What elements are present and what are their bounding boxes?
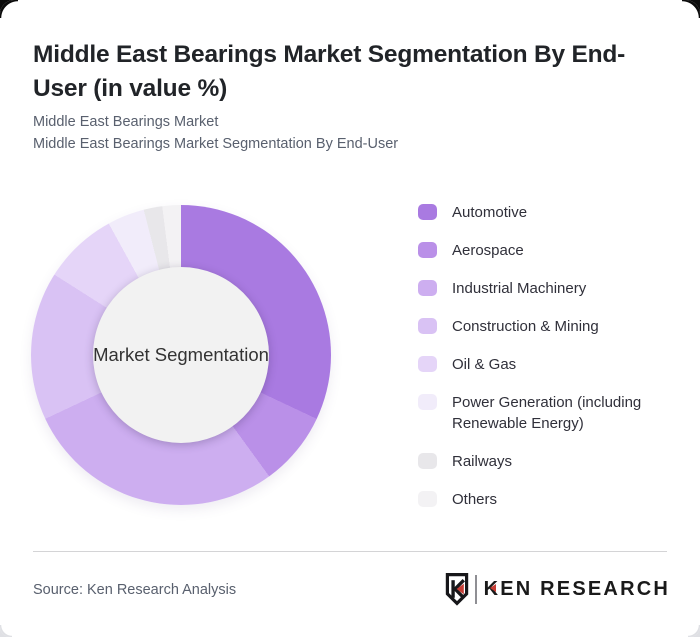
logo-letter-k: K xyxy=(483,577,501,600)
legend-label: Others xyxy=(452,491,498,508)
legend-item: Power Generation (including Renewable En… xyxy=(418,392,674,434)
footer-divider xyxy=(33,551,667,552)
legend-label: Oil & Gas xyxy=(452,356,517,373)
legend-label: Aerospace xyxy=(452,242,524,259)
legend-item: Oil & Gas xyxy=(418,354,674,375)
rounded-corner-mask xyxy=(0,0,18,18)
legend-label: Construction & Mining xyxy=(452,318,599,335)
legend-swatch xyxy=(418,394,437,410)
logo-wordmark: KEN RESEARCH xyxy=(484,578,670,601)
rounded-corner-mask xyxy=(682,0,700,18)
donut-center-label: Market Segmentation xyxy=(93,344,269,365)
subtitle-line-2: Middle East Bearings Market Segmentation… xyxy=(33,135,399,152)
rounded-corner-mask xyxy=(0,625,12,637)
logo-wordmark-rest: EN RESEARCH xyxy=(500,577,670,600)
donut-center: Market Segmentation xyxy=(93,267,269,443)
ken-research-shield-icon xyxy=(445,573,468,606)
chart-title: Middle East Bearings Market Segmentation… xyxy=(33,41,626,102)
legend-label: Industrial Machinery xyxy=(452,280,587,297)
logo-divider-bar xyxy=(474,574,477,604)
legend-item: Construction & Mining xyxy=(418,316,674,337)
legend-swatch xyxy=(418,491,437,507)
legend-item: Aerospace xyxy=(418,240,674,261)
legend-item: Automotive xyxy=(418,202,674,223)
donut-chart: Market Segmentation xyxy=(31,205,331,505)
legend-swatch xyxy=(418,280,437,296)
legend-swatch xyxy=(418,204,437,220)
legend-swatch xyxy=(418,453,437,469)
ken-research-logo: KEN RESEARCH xyxy=(445,571,670,607)
legend-label: Automotive xyxy=(452,204,528,221)
subtitle-line-1: Middle East Bearings Market xyxy=(33,114,219,130)
legend-label: Power Generation (including Renewable En… xyxy=(452,394,642,432)
legend-item: Others xyxy=(418,489,674,510)
rounded-corner-mask xyxy=(688,625,700,637)
legend-label: Railways xyxy=(452,453,513,470)
chart-legend: Automotive Aerospace Industrial Machinery C… xyxy=(418,202,674,510)
chart-subtitle: Middle East Bearings Market Middle East … xyxy=(33,112,398,155)
legend-swatch xyxy=(418,242,437,258)
source-note: Source: Ken Research Analysis xyxy=(33,582,237,598)
legend-item: Railways xyxy=(418,451,674,472)
legend-swatch xyxy=(418,356,437,372)
legend-item: Industrial Machinery xyxy=(418,278,674,299)
legend-swatch xyxy=(418,318,437,334)
